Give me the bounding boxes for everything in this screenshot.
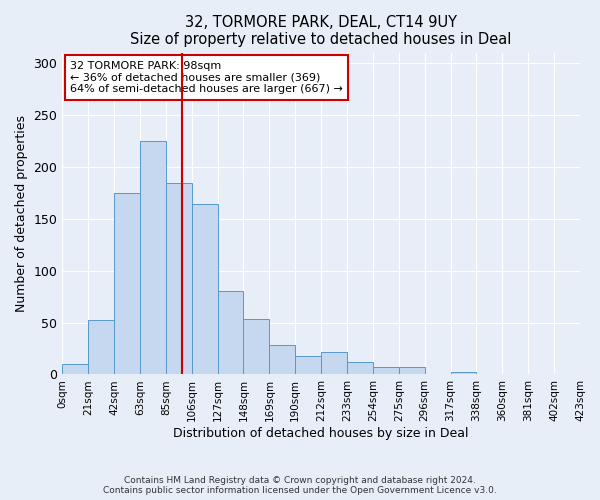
Bar [244, 320, 269, 374]
Bar [399, 367, 425, 374]
Text: Contains HM Land Registry data © Crown copyright and database right 2024.
Contai: Contains HM Land Registry data © Crown c… [103, 476, 497, 495]
Bar [451, 372, 476, 374]
Title: 32, TORMORE PARK, DEAL, CT14 9UY
Size of property relative to detached houses in: 32, TORMORE PARK, DEAL, CT14 9UY Size of… [130, 15, 512, 48]
Text: 32 TORMORE PARK: 98sqm
← 36% of detached houses are smaller (369)
64% of semi-de: 32 TORMORE PARK: 98sqm ← 36% of detached… [70, 61, 343, 94]
Bar [88, 320, 114, 374]
Bar [347, 362, 373, 374]
Bar [114, 193, 140, 374]
Bar [373, 367, 399, 374]
Bar [269, 346, 295, 374]
Bar [321, 352, 347, 374]
Bar [62, 364, 88, 374]
Bar [166, 184, 192, 374]
X-axis label: Distribution of detached houses by size in Deal: Distribution of detached houses by size … [173, 427, 469, 440]
Bar [140, 141, 166, 374]
Bar [295, 356, 321, 374]
Bar [218, 292, 244, 374]
Bar [192, 204, 218, 374]
Y-axis label: Number of detached properties: Number of detached properties [15, 115, 28, 312]
